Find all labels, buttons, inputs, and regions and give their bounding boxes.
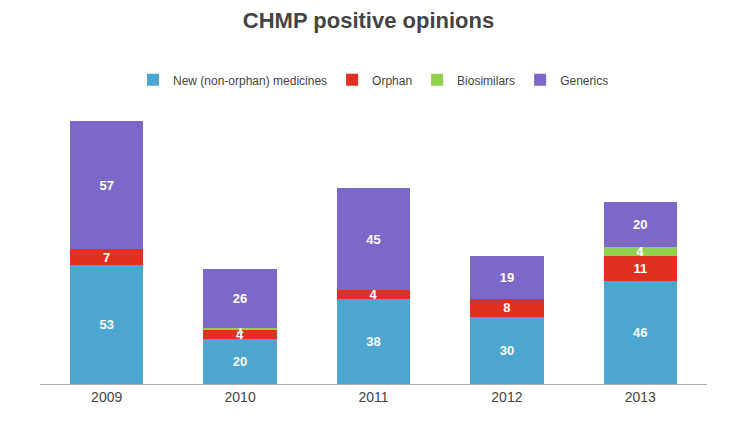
svg-text:Biosimilars: Biosimilars <box>457 74 515 88</box>
svg-text:4: 4 <box>636 244 644 259</box>
svg-text:2013: 2013 <box>625 389 656 405</box>
svg-text:19: 19 <box>500 270 514 285</box>
svg-text:7: 7 <box>103 250 110 265</box>
svg-text:20: 20 <box>233 354 247 369</box>
svg-text:57: 57 <box>99 178 113 193</box>
svg-text:4: 4 <box>236 327 244 342</box>
svg-text:Generics: Generics <box>560 74 608 88</box>
svg-text:2011: 2011 <box>358 389 388 405</box>
svg-text:30: 30 <box>500 343 514 358</box>
svg-text:26: 26 <box>233 291 247 306</box>
svg-text:4: 4 <box>370 287 378 302</box>
svg-text:2012: 2012 <box>491 389 522 405</box>
svg-text:2010: 2010 <box>225 389 256 405</box>
svg-text:20: 20 <box>633 217 647 232</box>
svg-text:45: 45 <box>366 232 380 247</box>
svg-text:46: 46 <box>633 325 647 340</box>
svg-text:CHMP positive opinions: CHMP positive opinions <box>243 8 494 33</box>
svg-text:38: 38 <box>366 334 380 349</box>
svg-text:2009: 2009 <box>91 389 122 405</box>
svg-text:New (non-orphan) medicines: New (non-orphan) medicines <box>173 74 327 88</box>
svg-text:1: 1 <box>236 321 243 336</box>
svg-text:11: 11 <box>633 261 647 276</box>
svg-text:Orphan: Orphan <box>372 74 412 88</box>
svg-text:8: 8 <box>503 300 510 315</box>
svg-text:53: 53 <box>99 317 113 332</box>
